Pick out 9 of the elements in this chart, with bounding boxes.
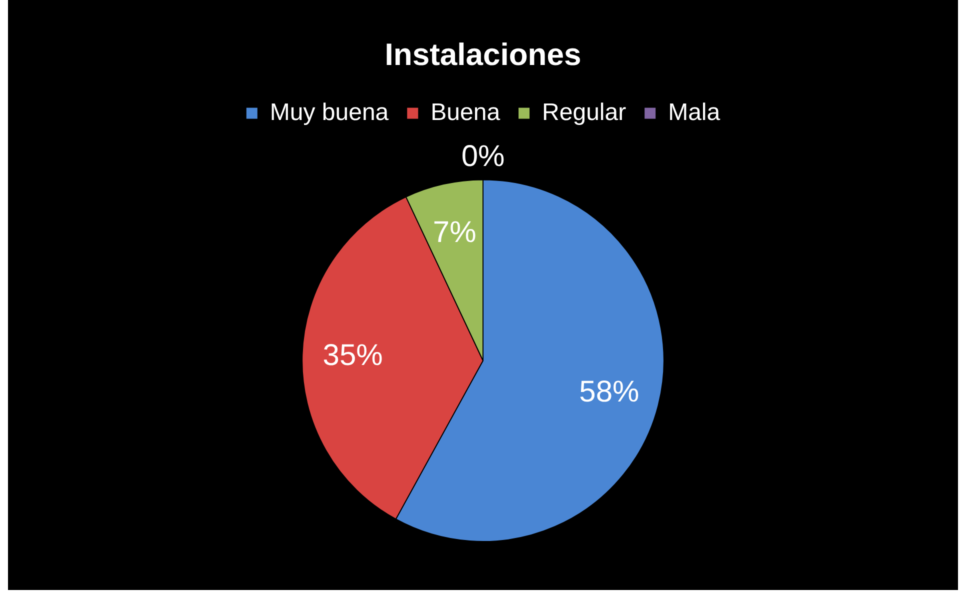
legend-label: Mala [668, 98, 721, 126]
data-label: 7% [432, 216, 476, 249]
data-label: 58% [579, 375, 640, 408]
chart-title: Instalaciones [384, 37, 582, 72]
text: 0% [461, 140, 505, 173]
legend-label: Buena [430, 98, 501, 126]
legend-label: Regular [542, 98, 626, 126]
legend-label: Muy buena [270, 98, 390, 126]
data-label: 35% [322, 338, 383, 372]
